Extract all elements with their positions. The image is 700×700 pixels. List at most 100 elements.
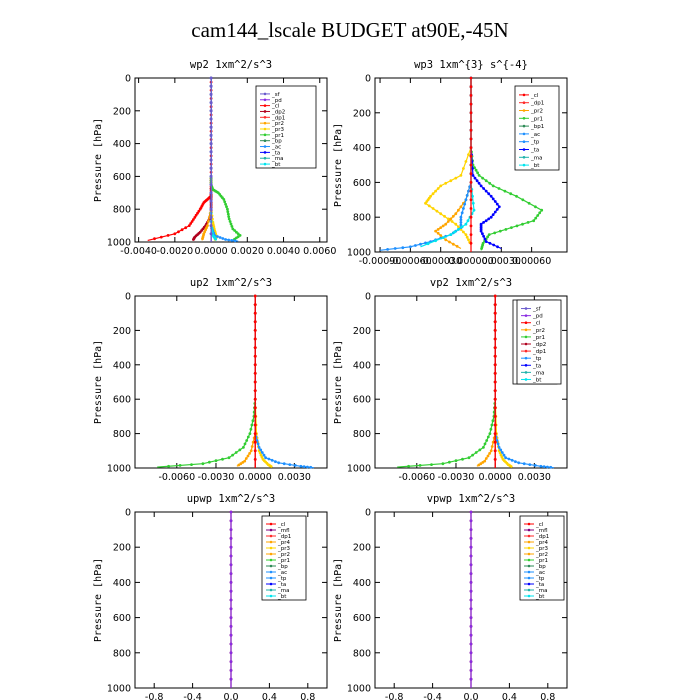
legend-entry: _cl: [260, 104, 280, 110]
data-point: [471, 453, 474, 457]
data-point: [248, 452, 252, 455]
legend-marker: [522, 101, 526, 104]
legend-marker: [263, 116, 267, 119]
panel-title: upwp 1xm^2/s^3: [187, 493, 276, 505]
y-tick-label: 600: [353, 178, 371, 189]
legend-entry: _pr1: [266, 558, 290, 564]
data-point: [209, 125, 213, 129]
data-point: [229, 572, 233, 575]
data-point: [262, 453, 266, 457]
data-point: [253, 303, 257, 306]
legend-entry: _pr1: [524, 558, 548, 564]
data-point: [474, 451, 478, 454]
legend-entry: _mfl: [524, 528, 548, 534]
data-point: [209, 134, 213, 137]
y-tick-label: 400: [113, 360, 131, 371]
legend: _cl_mfl_dp1_pr4_pr3_pr2_pr1_bp_ac_tp_ta_…: [519, 515, 565, 601]
data-point: [209, 175, 213, 178]
y-axis-title: Pressure [hPa]: [333, 123, 344, 207]
y-tick-label: 800: [353, 648, 371, 659]
data-point: [499, 453, 503, 457]
data-point: [229, 528, 233, 531]
legend-marker: [263, 121, 267, 125]
legend-marker: [522, 148, 526, 151]
series-cl: [229, 510, 233, 688]
data-point: [495, 439, 499, 442]
data-point: [489, 215, 493, 219]
data-point: [493, 380, 497, 384]
data-point: [386, 248, 389, 251]
y-tick-label: 1000: [347, 248, 371, 259]
data-point: [478, 448, 482, 452]
legend-marker: [269, 546, 273, 550]
data-point: [500, 451, 504, 454]
y-axis-title: Pressure [hPa]: [333, 340, 344, 424]
y-tick-label: 200: [113, 326, 131, 337]
data-point: [426, 242, 430, 246]
x-tick-label: -0.00090: [359, 256, 402, 267]
legend-entry: _ta: [521, 363, 541, 369]
legend-entry: _tp: [266, 576, 287, 582]
data-point: [439, 212, 443, 216]
data-point: [246, 454, 250, 458]
data-point: [521, 222, 524, 226]
legend-marker: [527, 564, 531, 568]
data-point: [480, 247, 483, 250]
legend-entry: _ac: [260, 145, 281, 151]
data-point: [234, 451, 238, 454]
legend-label: _bt: [535, 594, 545, 600]
panel-title: up2 1xm^2/s^3: [190, 277, 272, 289]
legend-label: _bp: [535, 564, 546, 570]
data-point: [448, 240, 451, 244]
data-point: [484, 179, 488, 183]
series-tp: [253, 294, 314, 469]
data-point: [464, 222, 468, 226]
data-point: [306, 465, 309, 469]
data-point: [449, 233, 453, 237]
legend-marker: [524, 335, 528, 339]
data-point: [460, 211, 464, 215]
data-point: [467, 238, 470, 242]
legend-entry: _tp: [524, 576, 545, 582]
data-point: [466, 219, 470, 223]
data-point: [241, 461, 245, 464]
data-point: [465, 194, 469, 197]
legend-marker: [269, 540, 273, 544]
data-point: [469, 519, 473, 523]
legend-marker: [522, 156, 526, 159]
data-point: [419, 242, 422, 246]
data-point: [459, 205, 463, 209]
x-tick-label: -0.8: [385, 692, 404, 700]
legend-label: _bt: [530, 163, 540, 169]
legend-marker: [269, 528, 273, 532]
data-point: [482, 446, 485, 449]
series-tp: [469, 76, 502, 250]
legend-entry: _dp1: [524, 534, 549, 540]
x-tick-label: 0.4: [502, 692, 517, 700]
legend-label: _pd: [271, 98, 282, 104]
plot-frame: [374, 295, 568, 469]
x-tick-label: 0.8: [300, 692, 315, 700]
data-point: [496, 442, 500, 446]
data-point: [249, 449, 253, 453]
legend-label: _pr1: [535, 558, 548, 564]
data-point: [504, 456, 507, 460]
data-point: [227, 238, 231, 242]
panel-title: vp2 1xm^2/s^3: [430, 277, 512, 289]
data-point: [196, 211, 199, 215]
legend-entry: _pr2: [524, 552, 548, 558]
y-axis-title: Pressure [hPa]: [93, 558, 104, 642]
data-point: [476, 171, 479, 175]
legend-label: _cl: [532, 321, 541, 327]
legend-entry: _pr3: [260, 127, 285, 133]
data-point: [493, 449, 497, 453]
legend-marker: [524, 328, 528, 332]
x-tick-label: 0.0000: [194, 246, 227, 257]
legend-marker: [263, 110, 267, 113]
data-point: [231, 227, 235, 231]
data-point: [229, 222, 233, 226]
legend-entry: _bt: [260, 162, 281, 168]
series-line: [397, 296, 496, 468]
data-point: [469, 616, 473, 619]
